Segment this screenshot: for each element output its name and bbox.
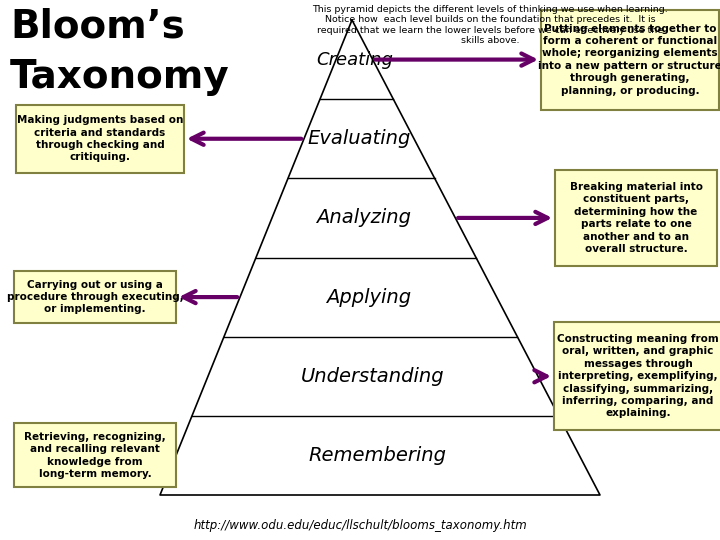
Text: Making judgments based on
criteria and standards
through checking and
critiquing: Making judgments based on criteria and s… — [17, 115, 183, 163]
Text: Evaluating: Evaluating — [307, 129, 410, 149]
FancyBboxPatch shape — [14, 423, 176, 488]
Text: Applying: Applying — [325, 288, 411, 307]
Text: Understanding: Understanding — [301, 367, 445, 386]
Text: Breaking material into
constituent parts,
determining how the
parts relate to on: Breaking material into constituent parts… — [570, 182, 703, 254]
Text: Remembering: Remembering — [309, 446, 446, 465]
Text: Retrieving, recognizing,
and recalling relevant
knowledge from
long-term memory.: Retrieving, recognizing, and recalling r… — [24, 432, 166, 479]
Text: Taxonomy: Taxonomy — [10, 58, 230, 96]
Text: Constructing meaning from
oral, written, and graphic
messages through
interpreti: Constructing meaning from oral, written,… — [557, 334, 719, 418]
Text: This pyramid depicts the different levels of thinking we use when learning.
Noti: This pyramid depicts the different level… — [312, 5, 668, 45]
Text: Bloom’s: Bloom’s — [10, 8, 185, 46]
FancyBboxPatch shape — [554, 322, 720, 430]
FancyBboxPatch shape — [555, 170, 717, 266]
Polygon shape — [160, 20, 600, 495]
Text: http://www.odu.edu/educ/llschult/blooms_taxonomy.htm: http://www.odu.edu/educ/llschult/blooms_… — [193, 519, 527, 532]
FancyBboxPatch shape — [16, 105, 184, 173]
FancyBboxPatch shape — [541, 10, 719, 110]
Text: Carrying out or using a
procedure through executing,
or implementing.: Carrying out or using a procedure throug… — [6, 280, 184, 314]
Text: Creating: Creating — [316, 51, 393, 69]
FancyBboxPatch shape — [14, 271, 176, 323]
Text: Analyzing: Analyzing — [316, 208, 411, 227]
Text: Putting elements together to
form a coherent or functional
whole; reorganizing e: Putting elements together to form a cohe… — [538, 24, 720, 96]
